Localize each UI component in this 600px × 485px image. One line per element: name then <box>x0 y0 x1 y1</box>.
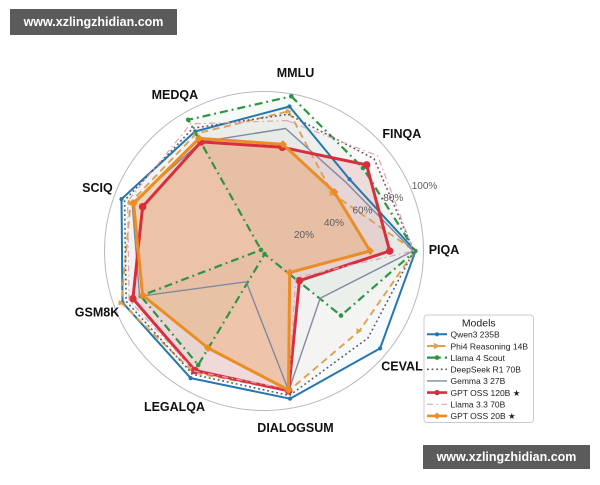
svg-text:DIALOGSUM: DIALOGSUM <box>257 421 333 435</box>
svg-text:GPT OSS 20B ★: GPT OSS 20B ★ <box>451 411 516 421</box>
svg-text:80%: 80% <box>383 193 403 204</box>
svg-text:FINQA: FINQA <box>382 127 421 141</box>
svg-text:LEGALQA: LEGALQA <box>144 400 205 414</box>
svg-text:60%: 60% <box>352 206 372 217</box>
svg-text:PIQA: PIQA <box>429 243 460 257</box>
svg-text:GPT OSS 120B ★: GPT OSS 120B ★ <box>451 388 521 398</box>
svg-text:20%: 20% <box>294 230 314 241</box>
svg-text:Gemma 3 27B: Gemma 3 27B <box>451 376 506 386</box>
svg-text:100%: 100% <box>412 181 438 192</box>
svg-text:Qwen3 235B: Qwen3 235B <box>451 330 500 340</box>
svg-text:Llama 3.3 70B: Llama 3.3 70B <box>451 400 506 410</box>
svg-text:Phi4 Reasoning 14B: Phi4 Reasoning 14B <box>451 341 529 351</box>
svg-text:MEDQA: MEDQA <box>152 88 199 102</box>
svg-text:Llama 4 Scout: Llama 4 Scout <box>451 353 506 363</box>
svg-text:CEVAL: CEVAL <box>381 360 423 374</box>
svg-text:40%: 40% <box>324 218 344 229</box>
svg-text:MMLU: MMLU <box>277 66 315 80</box>
svg-text:Models: Models <box>462 318 496 330</box>
svg-text:GSM8K: GSM8K <box>75 305 119 319</box>
svg-text:DeepSeek R1 70B: DeepSeek R1 70B <box>451 365 522 375</box>
svg-text:SCIQ: SCIQ <box>82 181 113 195</box>
